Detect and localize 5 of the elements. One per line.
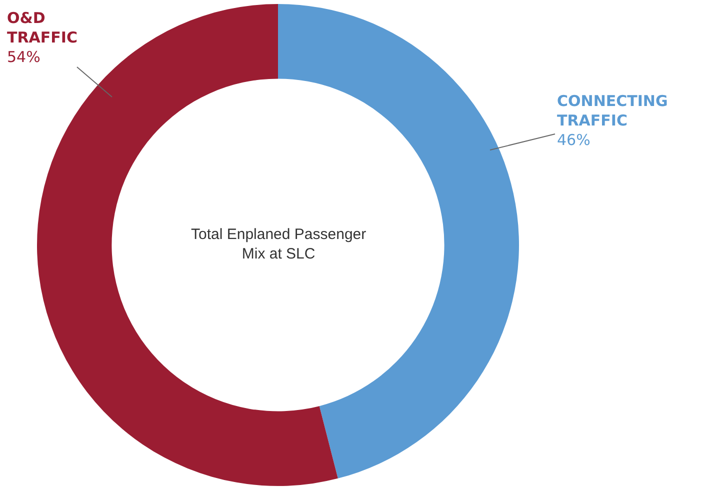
data-label: 54% — [7, 48, 40, 66]
slice-label: O&D TRAFFIC — [7, 9, 78, 46]
text: Total Enplaned Passenger Mix at SLC — [191, 226, 366, 262]
slice-label: CONNECTING TRAFFIC — [557, 92, 668, 130]
data-label: 46% — [557, 131, 590, 149]
